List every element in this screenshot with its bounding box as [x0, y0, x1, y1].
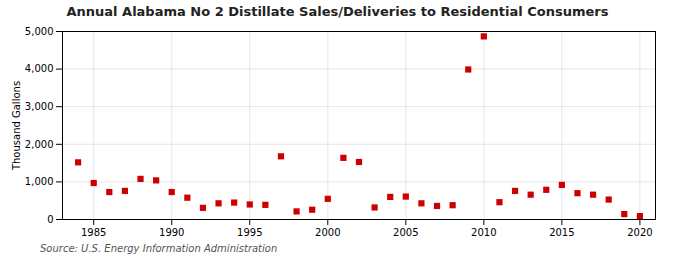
svg-text:2000: 2000	[315, 227, 340, 238]
svg-text:1995: 1995	[237, 227, 262, 238]
svg-text:4,000: 4,000	[25, 63, 54, 74]
svg-text:3,000: 3,000	[25, 101, 54, 112]
svg-text:2015: 2015	[549, 227, 574, 238]
html-text:Source: U.S. Energy Informatio: Source: U.S. Energy Information Administ…	[40, 243, 278, 254]
svg-text:Thousand Gallons: Thousand Gallons	[11, 81, 22, 171]
svg-text:2010: 2010	[471, 227, 496, 238]
svg-text:1990: 1990	[159, 227, 184, 238]
svg-text:1985: 1985	[81, 227, 106, 238]
svg-text:5,000: 5,000	[25, 26, 54, 37]
html-text:Annual Alabama No 2 Distillate: Annual Alabama No 2 Distillate Sales/Del…	[66, 4, 609, 19]
svg-text:0: 0	[47, 214, 53, 225]
svg-text:2,000: 2,000	[25, 139, 54, 150]
svg-text:1,000: 1,000	[25, 176, 54, 187]
svg-text:2020: 2020	[627, 227, 652, 238]
svg-text:2005: 2005	[393, 227, 418, 238]
